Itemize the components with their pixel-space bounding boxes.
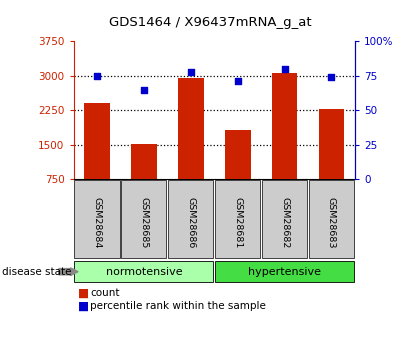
Bar [178,78,204,179]
Text: disease state: disease state [2,267,71,277]
Text: GSM28685: GSM28685 [139,197,148,248]
Bar [84,102,110,179]
Point [281,66,288,72]
Point [234,79,241,84]
Point [141,87,147,92]
Text: GSM28681: GSM28681 [233,197,242,248]
Text: GSM28683: GSM28683 [327,197,336,248]
Bar [318,109,344,179]
Bar [225,130,251,179]
Text: GSM28682: GSM28682 [280,197,289,248]
Bar [272,73,297,179]
Text: percentile rank within the sample: percentile rank within the sample [90,302,266,311]
Text: GSM28684: GSM28684 [92,197,102,248]
Text: count: count [90,288,120,298]
Point [94,73,100,79]
Text: hypertensive: hypertensive [248,267,321,277]
Text: GSM28686: GSM28686 [186,197,195,248]
Text: normotensive: normotensive [105,267,182,277]
Text: ■: ■ [78,300,89,313]
Point [328,75,335,80]
Point [187,69,194,75]
Text: ■: ■ [78,287,89,300]
Bar [131,145,157,179]
Text: GDS1464 / X96437mRNA_g_at: GDS1464 / X96437mRNA_g_at [109,16,311,29]
